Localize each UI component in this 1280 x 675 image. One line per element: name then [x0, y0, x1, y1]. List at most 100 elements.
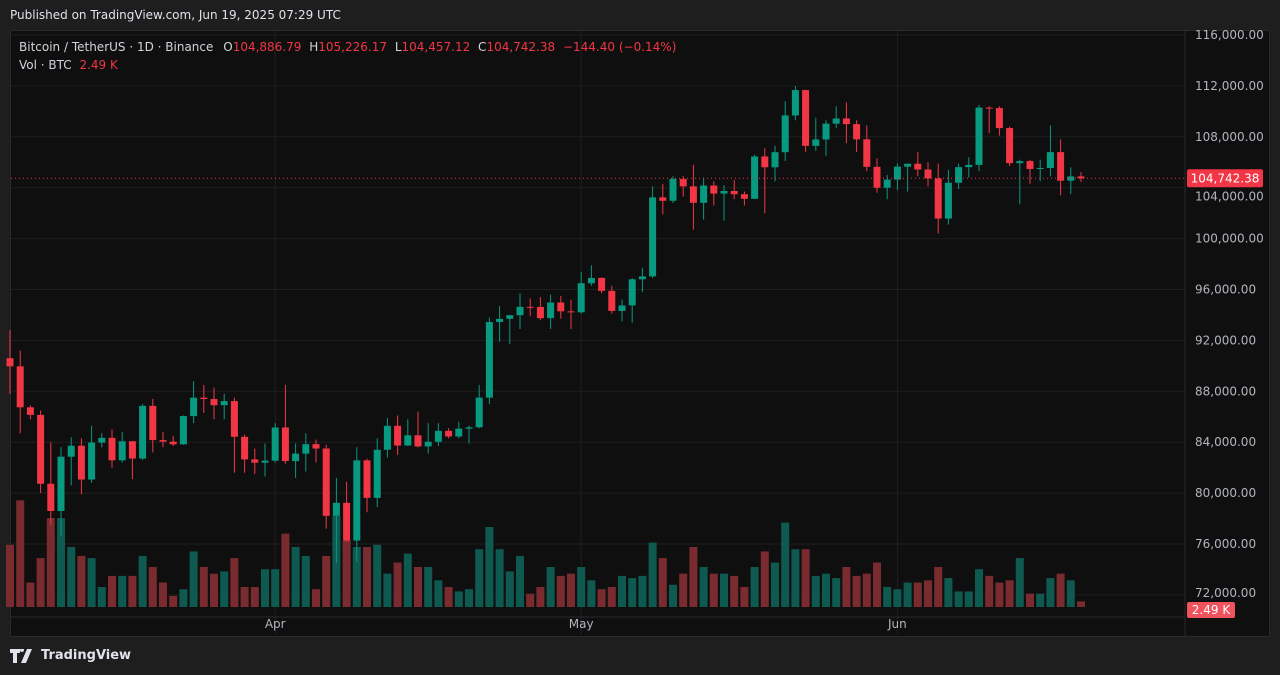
candle-body — [6, 358, 14, 367]
candle-body — [700, 185, 708, 203]
candle-body — [842, 118, 850, 125]
candle-body — [1036, 167, 1044, 169]
candle-body — [98, 437, 106, 443]
volume-bar — [1056, 573, 1065, 607]
candle-body — [485, 322, 493, 398]
change-value: −144.40 (−0.14%) — [562, 40, 677, 54]
volume-bar — [199, 567, 208, 607]
volume-bar — [189, 551, 198, 607]
candle — [985, 106, 993, 133]
volume-bar — [689, 547, 698, 607]
volume-bar — [1005, 580, 1014, 607]
tradingview-logo-icon — [10, 648, 32, 663]
chart-panel[interactable] — [10, 30, 1270, 637]
candle — [863, 125, 871, 172]
candle-body — [659, 197, 667, 201]
volume-row: Vol · BTC 2.49 K — [19, 56, 680, 74]
y-tick-label: 84,000.00 — [1195, 435, 1256, 449]
candle — [567, 299, 575, 329]
candle-body — [88, 442, 96, 480]
volume-bar — [750, 567, 759, 607]
y-tick-label: 72,000.00 — [1195, 586, 1256, 600]
y-tick-label: 92,000.00 — [1195, 333, 1256, 347]
volume-bar — [648, 542, 657, 607]
candle-body — [608, 290, 616, 311]
candle-body — [343, 502, 351, 541]
candle — [434, 423, 442, 447]
candle — [169, 435, 177, 447]
candle — [812, 117, 820, 151]
volume-bar — [261, 569, 269, 607]
candle-body — [822, 123, 830, 140]
volume-bar — [720, 573, 728, 607]
tradingview-logo[interactable]: TradingView — [10, 648, 131, 663]
volume-bar — [475, 549, 484, 607]
candle-body — [77, 445, 85, 480]
published-caption: Published on TradingView.com, Jun 19, 20… — [10, 8, 341, 22]
candle — [251, 448, 259, 475]
candle — [496, 306, 504, 342]
volume-bar — [730, 575, 739, 607]
candle-body — [1006, 128, 1014, 164]
candle-body — [547, 302, 555, 319]
volume-bar — [414, 567, 422, 607]
volume-label[interactable]: Vol · BTC — [19, 58, 72, 72]
volume-bar — [669, 584, 677, 607]
volume-bar — [495, 549, 504, 607]
candle — [98, 433, 106, 448]
volume-bar — [934, 567, 943, 607]
volume-bar — [230, 558, 239, 607]
volume-bar — [342, 540, 351, 607]
last-volume-label: 2.49 K — [1192, 603, 1232, 617]
volume-bar — [383, 573, 392, 607]
last-price-badge — [1187, 169, 1263, 188]
candle-body — [1057, 152, 1065, 181]
candle-body — [404, 435, 412, 446]
x-tick-label: May — [569, 617, 594, 631]
candle — [485, 317, 493, 405]
volume-bar — [801, 549, 810, 607]
high-label: H — [309, 40, 319, 54]
volume-bar — [363, 547, 371, 607]
candle — [302, 433, 310, 472]
volume-bar — [709, 573, 718, 607]
volume-bar — [964, 591, 973, 607]
candle-body — [475, 397, 483, 428]
volume-bar — [118, 575, 127, 607]
symbol-title[interactable]: Bitcoin / TetherUS · 1D · Binance — [19, 40, 214, 54]
volume-bar — [607, 587, 616, 607]
candle — [292, 443, 300, 478]
candle — [77, 438, 85, 495]
candle — [353, 447, 361, 562]
candle — [230, 397, 238, 473]
close-label: C — [478, 40, 487, 54]
candle-body — [577, 283, 585, 313]
candle-body — [516, 306, 524, 316]
candle-body — [47, 483, 55, 511]
candle — [128, 440, 136, 480]
candle-body — [383, 425, 391, 450]
candle — [802, 89, 810, 153]
volume-bar — [434, 580, 443, 607]
candle-body — [434, 430, 442, 442]
candle — [1006, 126, 1014, 167]
candle-body — [944, 182, 952, 219]
volume-bar — [546, 567, 555, 607]
candle-body — [751, 156, 759, 199]
candle-body — [261, 460, 269, 463]
volume-bar — [852, 575, 861, 607]
candle — [47, 442, 55, 525]
candle — [557, 295, 565, 319]
y-tick-label: 100,000.00 — [1195, 232, 1264, 246]
volume-bar — [46, 518, 55, 607]
candle-body — [118, 441, 126, 461]
volume-bar — [832, 578, 841, 607]
candle-body — [587, 277, 595, 284]
candle-body — [628, 279, 636, 306]
volume-bar — [1046, 578, 1055, 607]
candle-body — [394, 425, 402, 446]
candle — [975, 104, 983, 172]
candle — [1026, 159, 1034, 184]
volume-bar — [556, 575, 565, 607]
